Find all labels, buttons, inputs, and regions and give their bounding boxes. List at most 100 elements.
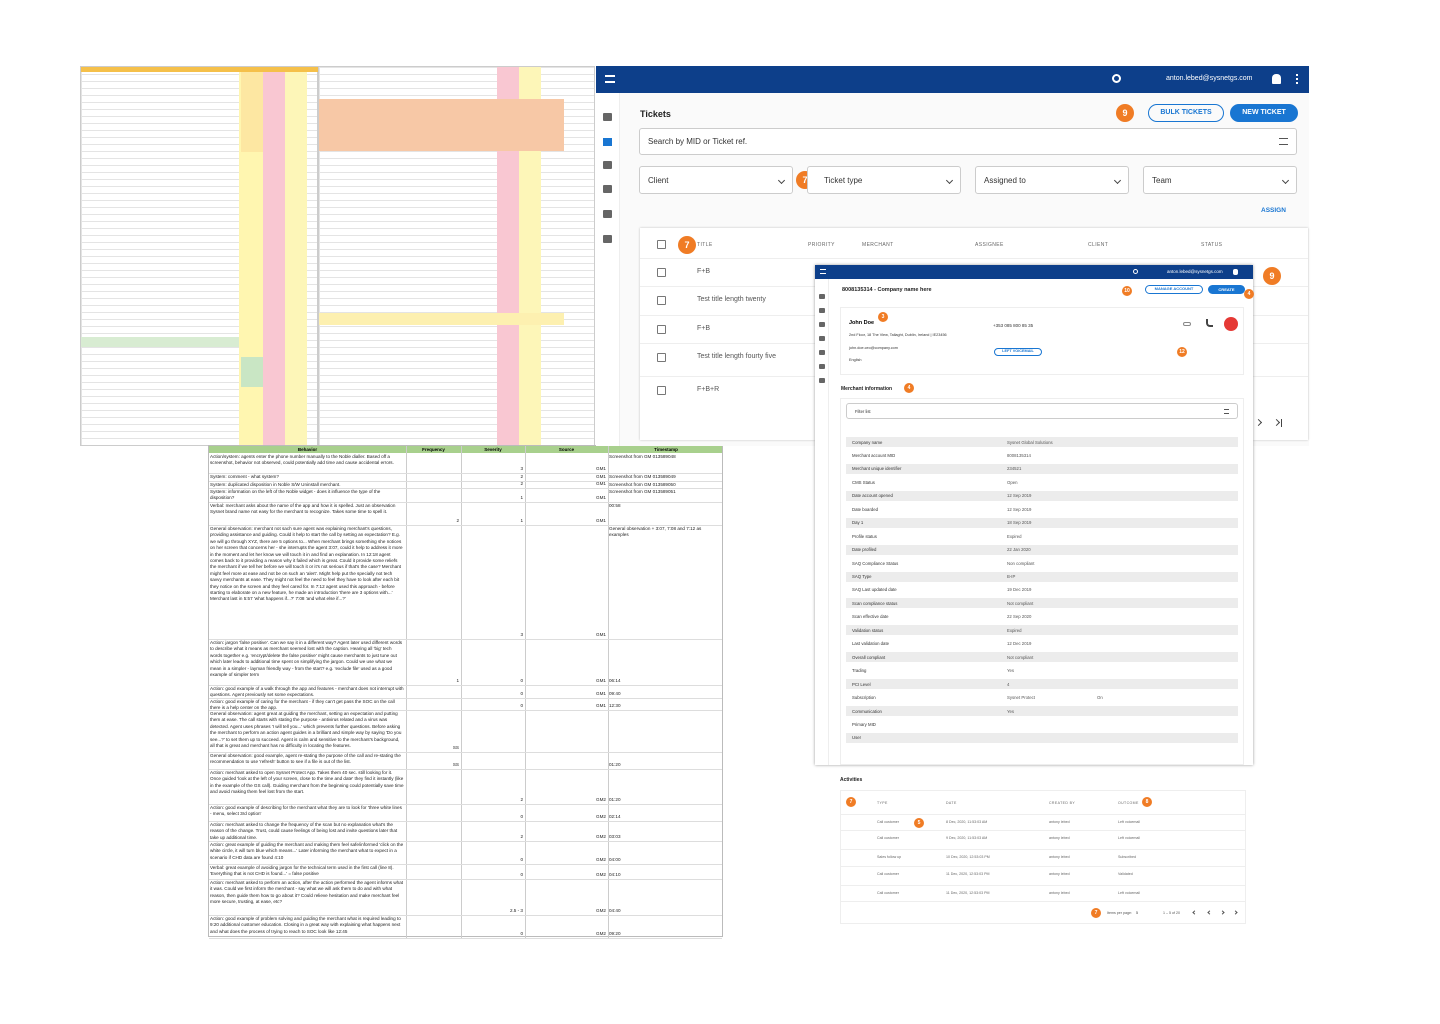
pager-arrow[interactable] <box>1192 910 1197 915</box>
row-divider <box>841 814 1245 815</box>
row-divider <box>209 821 722 822</box>
activity-cell: antony lebed <box>1049 836 1070 840</box>
bulk-tickets-button[interactable]: BULK TICKETS <box>1148 104 1224 122</box>
checkbox[interactable] <box>657 386 666 395</box>
info-value: 12 Dec 2019 <box>1007 641 1032 647</box>
activity-cell: Call customer <box>877 820 899 824</box>
nav-icon[interactable] <box>819 350 825 355</box>
filter-icon[interactable] <box>1224 408 1229 414</box>
column-header: STATUS <box>1201 242 1223 248</box>
activity-cell: Validated <box>1118 872 1133 876</box>
last-page[interactable] <box>1272 418 1281 427</box>
left-voicemail-button[interactable]: LEFT VOICEMAIL <box>994 348 1042 356</box>
sheet-thumb <box>318 66 595 447</box>
info-label: Profile status <box>852 533 877 539</box>
create-button[interactable]: CREATE <box>1208 285 1245 294</box>
row-divider <box>209 841 722 842</box>
ticket-title[interactable]: F+B <box>697 325 711 332</box>
page-size[interactable]: 5 <box>1136 911 1138 915</box>
call-icon[interactable] <box>1206 319 1213 327</box>
nav-icon[interactable] <box>819 364 825 369</box>
search-icon[interactable] <box>1133 269 1138 274</box>
filter-placeholder: Filter list <box>855 408 871 414</box>
checkbox[interactable] <box>657 268 666 277</box>
nav-icon[interactable] <box>603 161 612 169</box>
search-icon[interactable] <box>1112 74 1121 83</box>
pager-arrow[interactable] <box>1233 910 1238 915</box>
info-row <box>846 598 1238 609</box>
assign-link[interactable]: ASSIGN <box>1261 207 1286 214</box>
sheet-cell: 1 <box>520 495 523 500</box>
column-fill <box>263 72 285 447</box>
sheet-cell: 02:14 <box>609 814 621 819</box>
annotation-badge: 4 <box>904 383 914 393</box>
info-value: Non compliant <box>1007 560 1035 566</box>
nav-icon[interactable] <box>819 336 825 341</box>
ticket-title[interactable]: F+B <box>697 268 711 275</box>
menu-icon[interactable] <box>820 269 826 274</box>
sheet-cell: 2 <box>456 518 459 523</box>
info-value: 12 Sep 2019 <box>1007 506 1032 512</box>
info-value: Open <box>1007 479 1018 485</box>
nav-icon[interactable] <box>819 322 825 327</box>
nav-icon[interactable] <box>603 185 612 193</box>
info-row <box>846 692 1238 703</box>
nav-icon[interactable] <box>603 235 612 243</box>
filter-icon[interactable] <box>1279 138 1288 145</box>
checkbox[interactable] <box>657 240 666 249</box>
info-value: 8008135314 <box>1007 452 1031 458</box>
nav-icon[interactable] <box>603 113 612 121</box>
spreadsheet: Behavior Frequency Severity Source Timestamp… <box>208 445 723 939</box>
nav-icon[interactable] <box>819 294 825 299</box>
ticket-title[interactable]: Test title length twenty <box>697 296 766 303</box>
voicemail-icon[interactable] <box>1183 322 1191 326</box>
info-row <box>846 706 1238 716</box>
info-label: Merchant account MID <box>852 452 896 458</box>
info-row <box>846 450 1238 461</box>
sheet-cell: 04:00 <box>609 857 621 862</box>
filter-select[interactable]: Assigned to <box>975 166 1129 194</box>
nav-icon[interactable] <box>819 378 825 383</box>
user-icon[interactable] <box>1272 74 1281 84</box>
filter-select[interactable]: Client <box>639 166 793 194</box>
sheet-cell: 04:40 <box>609 908 621 913</box>
filter-select[interactable]: Ticket type <box>807 166 961 194</box>
info-label: SAQ Type <box>852 574 872 579</box>
checkbox[interactable] <box>657 353 666 362</box>
nav-icon[interactable] <box>603 210 612 218</box>
info-label: Company name <box>852 439 883 445</box>
row-divider <box>841 830 1245 831</box>
sheet-cell: System: duplicated disposition in Noble … <box>210 482 341 487</box>
checkbox[interactable] <box>657 325 666 334</box>
activity-cell: Subscribed <box>1118 855 1136 859</box>
sheet-cell: Action: merchant asked to open Sysnet Pr… <box>210 770 404 795</box>
new-ticket-button[interactable]: NEW TICKET <box>1230 104 1298 122</box>
search-field[interactable]: Search by MID or Ticket ref. <box>639 128 1297 155</box>
hangup-button[interactable] <box>1224 317 1238 331</box>
nav-icon[interactable] <box>819 308 825 313</box>
manage-account-button[interactable]: MANAGE ACCOUNT <box>1145 285 1203 294</box>
sheet-cell: GM2 <box>596 814 606 819</box>
menu-icon[interactable] <box>605 75 615 83</box>
column-fill <box>285 72 307 447</box>
info-label: Scan compliance status <box>852 600 898 606</box>
activity-cell: 9 Dec, 2020, 11:53:03 AM <box>946 836 988 840</box>
ticket-title[interactable]: F+B+R <box>697 386 720 393</box>
more-icon[interactable] <box>1296 74 1298 84</box>
chevron <box>1113 176 1122 184</box>
filter-field[interactable]: Filter list <box>846 403 1238 419</box>
pager-arrow[interactable] <box>1220 910 1225 915</box>
info-value: 22 Jan 2020 <box>1007 547 1031 553</box>
next-page[interactable] <box>1254 418 1263 427</box>
sheet-cell: Action: good example of caring for the m… <box>210 699 395 711</box>
search-placeholder: Search by MID or Ticket ref. <box>648 137 748 146</box>
ticket-title[interactable]: Test title length fourty five <box>697 353 776 360</box>
nav-icon[interactable] <box>603 138 612 146</box>
filter-select[interactable]: Team <box>1143 166 1297 194</box>
info-value: 12 Sep 2019 <box>1007 493 1032 499</box>
pager-arrow[interactable] <box>1207 910 1212 915</box>
contact-address: 2nd Floor, 18 The View, Tallaght, Dublin… <box>849 333 947 337</box>
user-icon[interactable] <box>1233 269 1238 275</box>
checkbox[interactable] <box>657 296 666 305</box>
contact-email: john.doe.ceo@company.com <box>849 346 898 350</box>
